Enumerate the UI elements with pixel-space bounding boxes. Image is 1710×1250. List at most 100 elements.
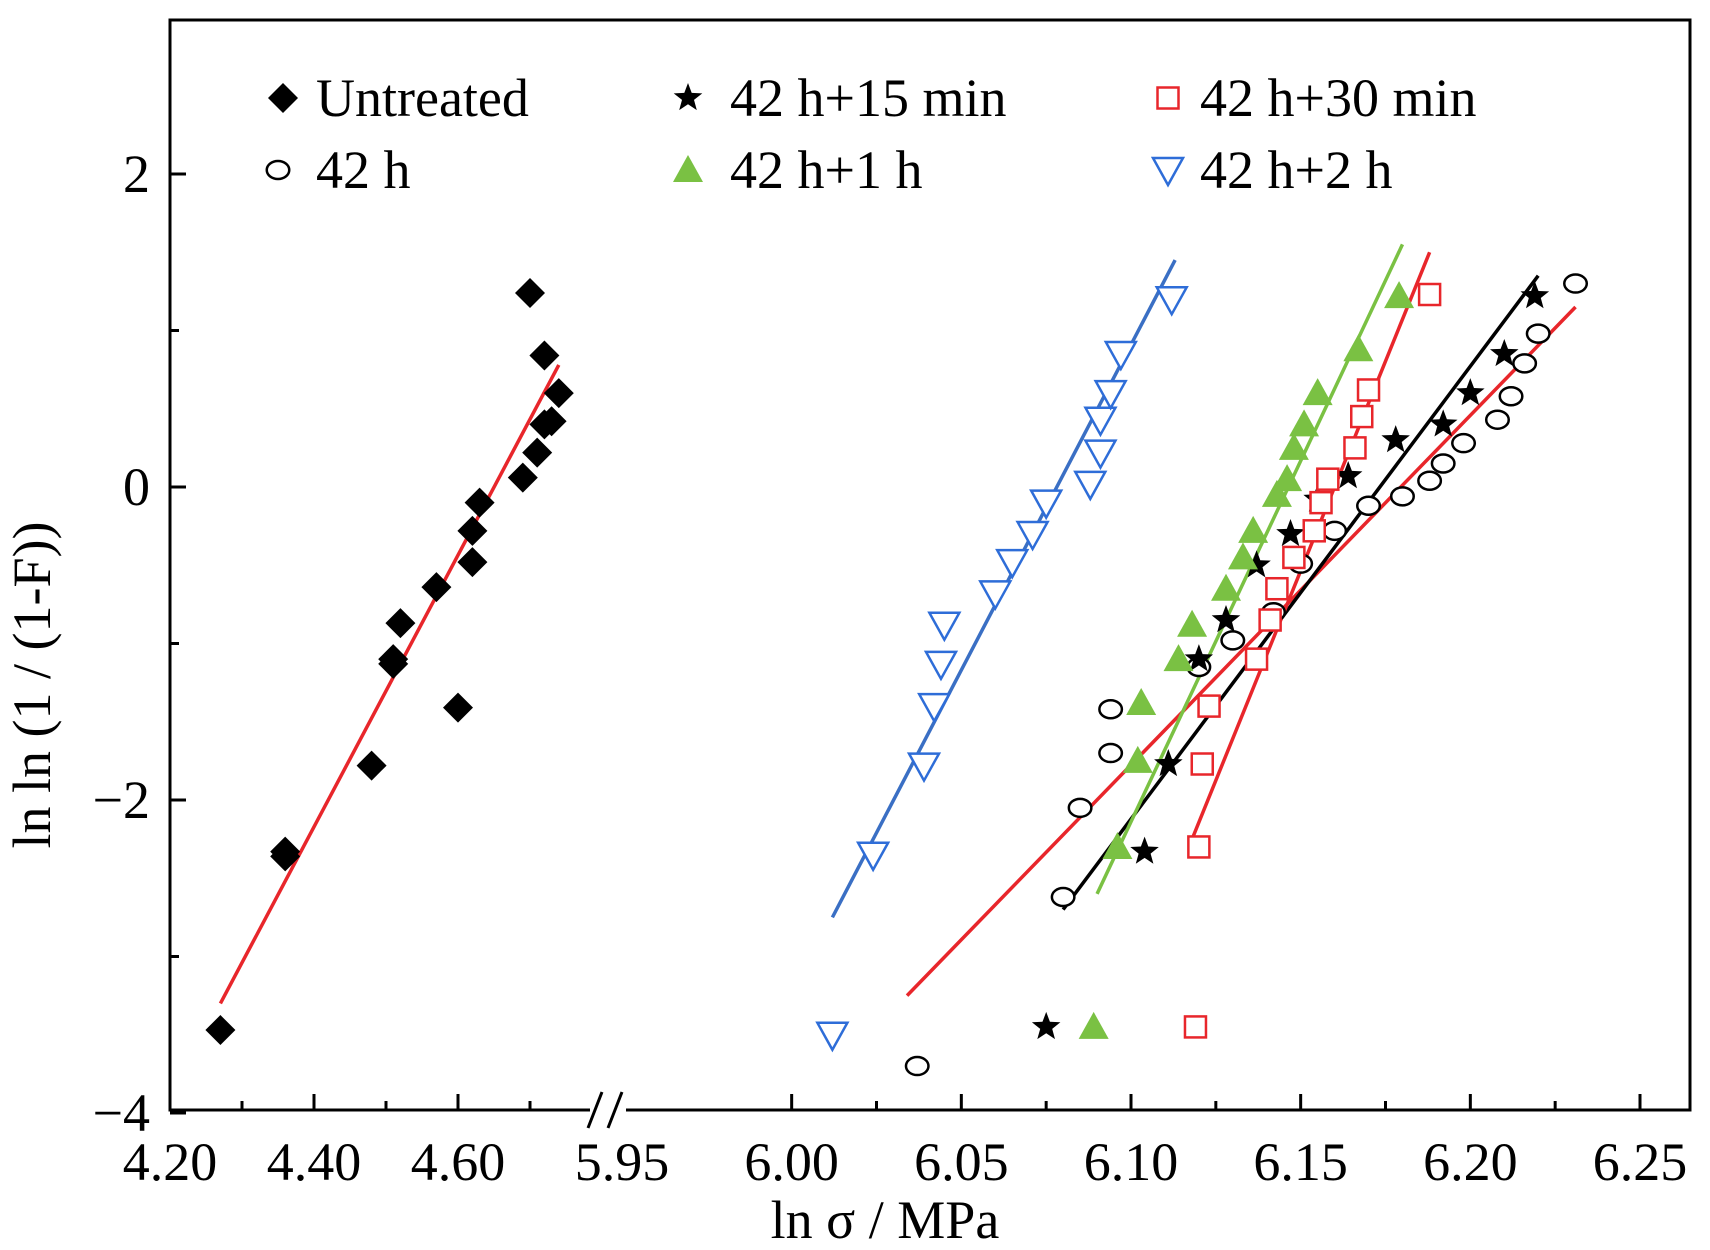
y-tick-label: 2 [123,144,150,204]
data-point-42-h [1098,742,1124,764]
data-point-42-h-30-min [1343,436,1367,460]
x-tick-label: 6.05 [914,1132,1009,1192]
data-point-42-h-15-min [1211,605,1241,633]
data-point-42-h-30-min [1197,694,1221,718]
data-point-42-h-1-h [1278,432,1309,460]
legend-label-42-h-1-h: 42 h+1 h [730,140,922,200]
y-tick-label: −4 [93,1083,150,1143]
series-42-h-30-min [1183,282,1442,1039]
data-point-42-h-15-min [1428,409,1458,437]
data-point-42-h-1-h [1163,644,1194,672]
data-point-42-h-2-h [1093,379,1128,411]
legend-marker-42-h-2-h [1150,156,1186,188]
y-tick-label: −2 [93,770,150,830]
plot-frame [168,18,1692,1130]
data-point-42-h [1451,432,1477,454]
data-point-42-h-2-h [1083,406,1118,438]
data-point-42-h-2-h [978,580,1013,611]
data-point-42-h [1389,486,1415,507]
series-42-h-1-h [1078,281,1415,1039]
data-point-untreated [457,547,488,578]
y-axis-ticks: −4 −2 0 2 [93,144,186,1143]
data-point-42-h-15-min [1276,519,1305,547]
fit-line-42-h [905,305,1577,997]
data-point-42-h-1-h [1384,281,1415,309]
data-point-42-h-1-h [1261,479,1292,507]
markers [205,273,1589,1077]
data-point-42-h-30-min [1265,576,1289,601]
legend-label-untreated: Untreated [316,68,529,128]
data-point-untreated [378,644,409,675]
x-tick-label: 6.25 [1593,1132,1688,1192]
data-point-42-h-1-h [1238,515,1269,543]
data-point-untreated [543,378,574,409]
data-point-42-h [1098,698,1124,720]
data-point-untreated [443,692,473,723]
data-point-untreated [385,608,416,639]
x-tick-label: 6.00 [744,1132,839,1192]
axis-break-mark [606,1091,624,1129]
data-point-42-h-1-h [1126,687,1157,715]
data-point-42-h-1-h [1302,378,1333,406]
legend-label-42-h-30-min: 42 h+30 min [1200,68,1476,128]
data-point-untreated [536,406,567,437]
data-point-42-h-30-min [1187,835,1211,859]
data-point-42-h-1-h [1211,573,1242,601]
legend-marker-42-h-30-min [1156,86,1180,110]
data-point-42-h-30-min [1183,1015,1208,1039]
legend-marker-untreated [268,83,298,113]
data-point-42-h-30-min [1417,282,1442,307]
data-point-42-h [1220,630,1246,651]
y-axis-title: ln ln (1 / (1-F)) [2,522,62,849]
data-point-42-h-30-min [1316,467,1340,491]
x-tick-label: 4.60 [411,1132,506,1192]
data-point-42-h-2-h [927,611,962,643]
data-point-42-h-15-min [1520,281,1550,309]
data-point-42-h-2-h [917,692,952,724]
data-point-untreated [205,1015,236,1046]
x-tick-label: 6.20 [1423,1132,1518,1192]
data-point-untreated [529,340,560,371]
data-point-42-h-1-h [1102,831,1133,859]
data-point-42-h [1050,886,1076,908]
data-point-42-h-15-min [1456,378,1485,406]
data-point-untreated [421,572,452,603]
data-point-42-h-2-h [923,650,959,682]
data-point-42-h-1-h [1078,1011,1109,1039]
data-point-42-h [1498,385,1524,407]
data-point-42-h-30-min [1258,608,1282,632]
data-point-42-h-30-min [1302,519,1326,543]
data-point-42-h [1484,409,1510,430]
fit-lines [218,243,1577,1005]
data-point-42-h-15-min [1031,1011,1061,1040]
data-point-42-h [1512,353,1538,374]
data-point-42-h-2-h [855,841,891,873]
series-42-h [904,273,1589,1077]
data-point-42-h-2-h [1103,340,1138,372]
data-point-42-h-2-h [1029,489,1064,521]
data-point-42-h-15-min [1333,461,1363,489]
fit-line-42-h-15-min [1061,274,1540,911]
data-point-42-h-2-h [995,548,1030,580]
data-point-42-h-1-h [1227,542,1258,570]
data-point-42-h-30-min [1244,647,1269,671]
data-point-42-h [904,1055,930,1077]
data-point-42-h [1525,323,1551,344]
data-point-42-h-2-h [1154,285,1189,317]
legend: Untreated 42 h 42 h+15 min 42 h+30 min 42 h+… [265,68,1476,200]
data-point-42-h-15-min [1381,425,1410,453]
legend-label-42-h: 42 h [316,140,411,200]
data-point-untreated [507,462,538,493]
data-point-42-h [1417,470,1443,491]
axis-break-mark [586,1091,604,1129]
x-tick-label: 5.95 [575,1132,670,1192]
data-point-42-h-30-min [1282,545,1306,570]
data-point-untreated [464,487,495,518]
data-point-42-h [1430,453,1456,474]
series-42-h-2-h [815,285,1189,1053]
data-point-42-h-1-h [1289,409,1320,437]
data-point-42-h-1-h [1343,334,1374,362]
data-point-42-h-15-min [1242,550,1271,578]
data-point-untreated [270,841,301,872]
legend-label-42-h-15-min: 42 h+15 min [730,68,1006,128]
